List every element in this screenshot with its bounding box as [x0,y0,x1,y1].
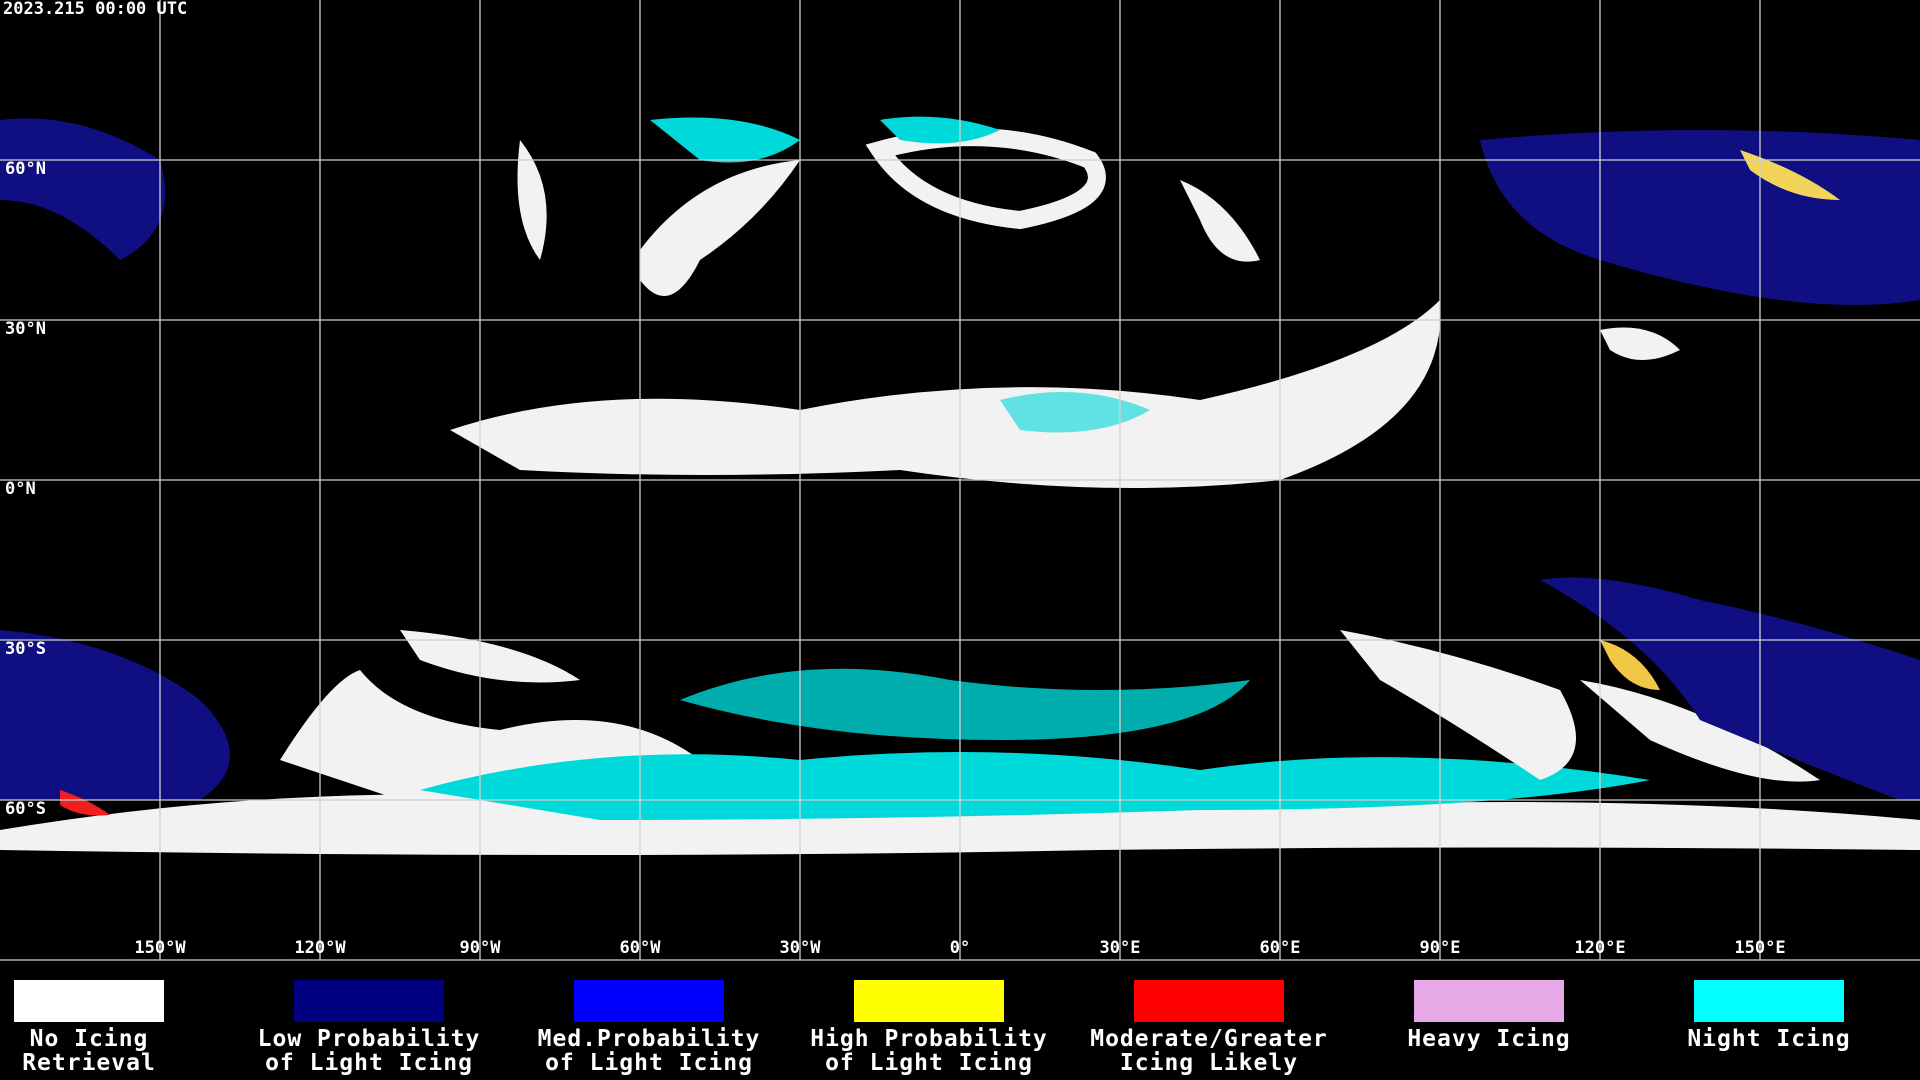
longitude-label: 150°W [134,938,186,958]
graticule-labels: 60°N 30°N 0°N 30°S 60°S 150°W 120°W 90°W 60°W 30°… [5,159,1786,958]
legend-label: Med.Probability [538,1026,761,1052]
timestamp: 2023.215 00:00 UTC [3,0,187,19]
graticule [0,0,1920,960]
legend-label: of Light Icing [545,1050,753,1076]
legend-label: Night Icing [1687,1026,1850,1052]
latitude-label: 0°N [5,479,36,499]
legend-label: High Probability [810,1026,1048,1052]
legend-label: Low Probability [258,1026,481,1052]
legend-swatch [14,980,164,1022]
longitude-label: 120°W [294,938,346,958]
latitude-label: 60°S [5,799,46,819]
longitude-label: 60°W [620,938,662,958]
legend-label: Heavy Icing [1407,1026,1570,1052]
legend-label: of Light Icing [265,1050,473,1076]
legend-label: Moderate/Greater [1090,1026,1328,1052]
legend-swatch [854,980,1004,1022]
longitude-label: 0° [950,938,970,958]
legend-swatch [294,980,444,1022]
latitude-label: 30°N [5,319,46,339]
longitude-label: 90°W [460,938,502,958]
legend-label: No Icing [30,1026,149,1052]
latitude-label: 60°N [5,159,46,179]
legend-label: Icing Likely [1120,1050,1298,1076]
legend-label: of Light Icing [825,1050,1033,1076]
longitude-label: 30°E [1100,938,1141,958]
longitude-label: 60°E [1260,938,1301,958]
longitude-label: 30°W [780,938,822,958]
legend-swatch [574,980,724,1022]
longitude-label: 90°E [1420,938,1461,958]
longitude-label: 120°E [1574,938,1625,958]
legend-swatch [1134,980,1284,1022]
legend-swatch [1414,980,1564,1022]
legend-label: Retrieval [22,1050,156,1076]
longitude-label: 150°E [1734,938,1785,958]
latitude-label: 30°S [5,639,46,659]
legend-swatch [1694,980,1844,1022]
